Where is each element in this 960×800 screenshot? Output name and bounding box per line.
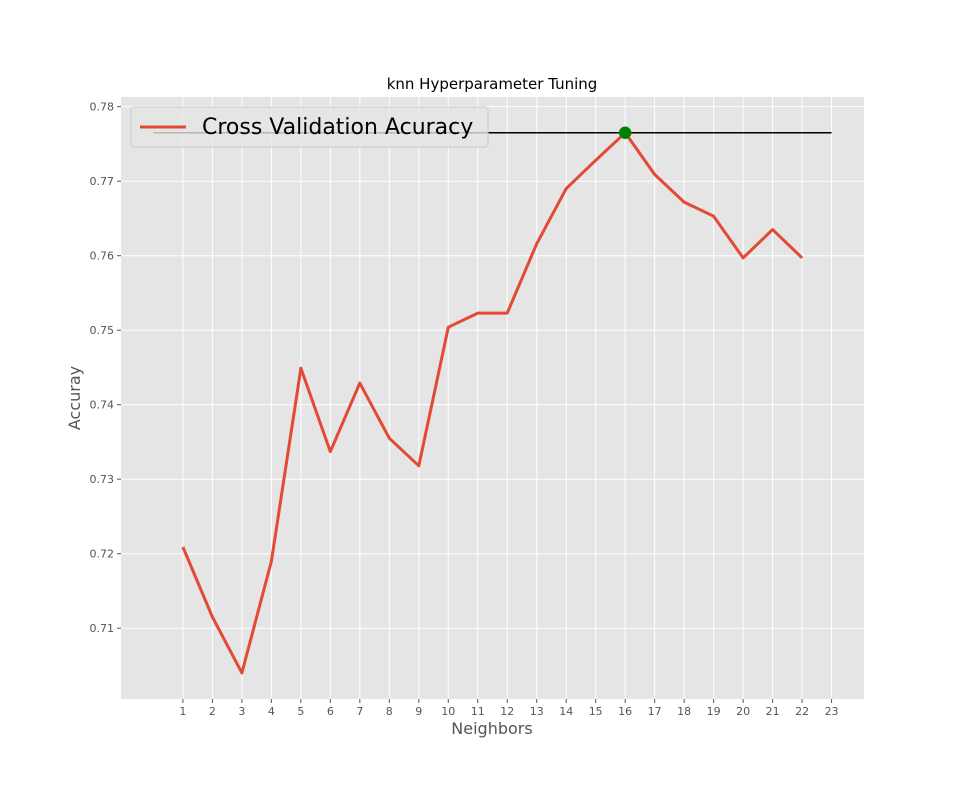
x-tick-label: 19	[707, 705, 721, 718]
y-axis-ticks: 0.71 0.72 0.73 0.74 0.75 0.76 0.77 0.78	[90, 101, 121, 635]
x-tick-label: 20	[736, 705, 750, 718]
x-tick-label: 13	[530, 705, 544, 718]
x-tick-label: 22	[795, 705, 809, 718]
x-tick-label: 11	[471, 705, 485, 718]
x-tick-label: 12	[500, 705, 514, 718]
legend[interactable]: Cross Validation Acuracy	[130, 106, 489, 148]
x-tick-label: 4	[268, 705, 275, 718]
x-axis-label: Neighbors	[451, 719, 532, 738]
y-tick-label: 0.75	[90, 324, 115, 337]
x-tick-label: 9	[415, 705, 422, 718]
x-tick-label: 15	[589, 705, 603, 718]
x-tick-label: 7	[356, 705, 363, 718]
x-axis-ticks: 1 2 3 4 5 6 7 8 9 10 11 12 13 14 15 16 17 18 19 20 21 22 23	[179, 699, 839, 718]
y-tick-label: 0.77	[90, 175, 115, 188]
x-tick-label: 10	[441, 705, 455, 718]
y-tick-label: 0.76	[90, 250, 115, 263]
x-tick-label: 3	[238, 705, 245, 718]
x-tick-label: 21	[766, 705, 780, 718]
x-tick-label: 8	[386, 705, 393, 718]
chart-title: knn Hyperparameter Tuning	[387, 75, 598, 93]
y-tick-label: 0.78	[90, 101, 115, 114]
x-tick-label: 1	[179, 705, 186, 718]
y-tick-label: 0.71	[90, 622, 115, 635]
y-tick-label: 0.72	[90, 548, 115, 561]
x-tick-label: 16	[618, 705, 632, 718]
legend-label: Cross Validation Acuracy	[202, 115, 473, 140]
x-tick-label: 18	[677, 705, 691, 718]
x-tick-label: 5	[297, 705, 304, 718]
y-tick-label: 0.73	[90, 473, 115, 486]
plot-background	[121, 97, 864, 699]
x-tick-label: 17	[648, 705, 662, 718]
series-line	[181, 131, 804, 675]
y-tick-label: 0.74	[90, 399, 115, 412]
y-axis-label: Accuray	[65, 366, 84, 430]
best-point-marker	[618, 126, 632, 140]
x-tick-label: 6	[327, 705, 334, 718]
x-tick-label: 14	[559, 705, 573, 718]
x-tick-label: 2	[209, 705, 216, 718]
legend-box	[130, 106, 489, 148]
x-tick-label: 23	[825, 705, 839, 718]
